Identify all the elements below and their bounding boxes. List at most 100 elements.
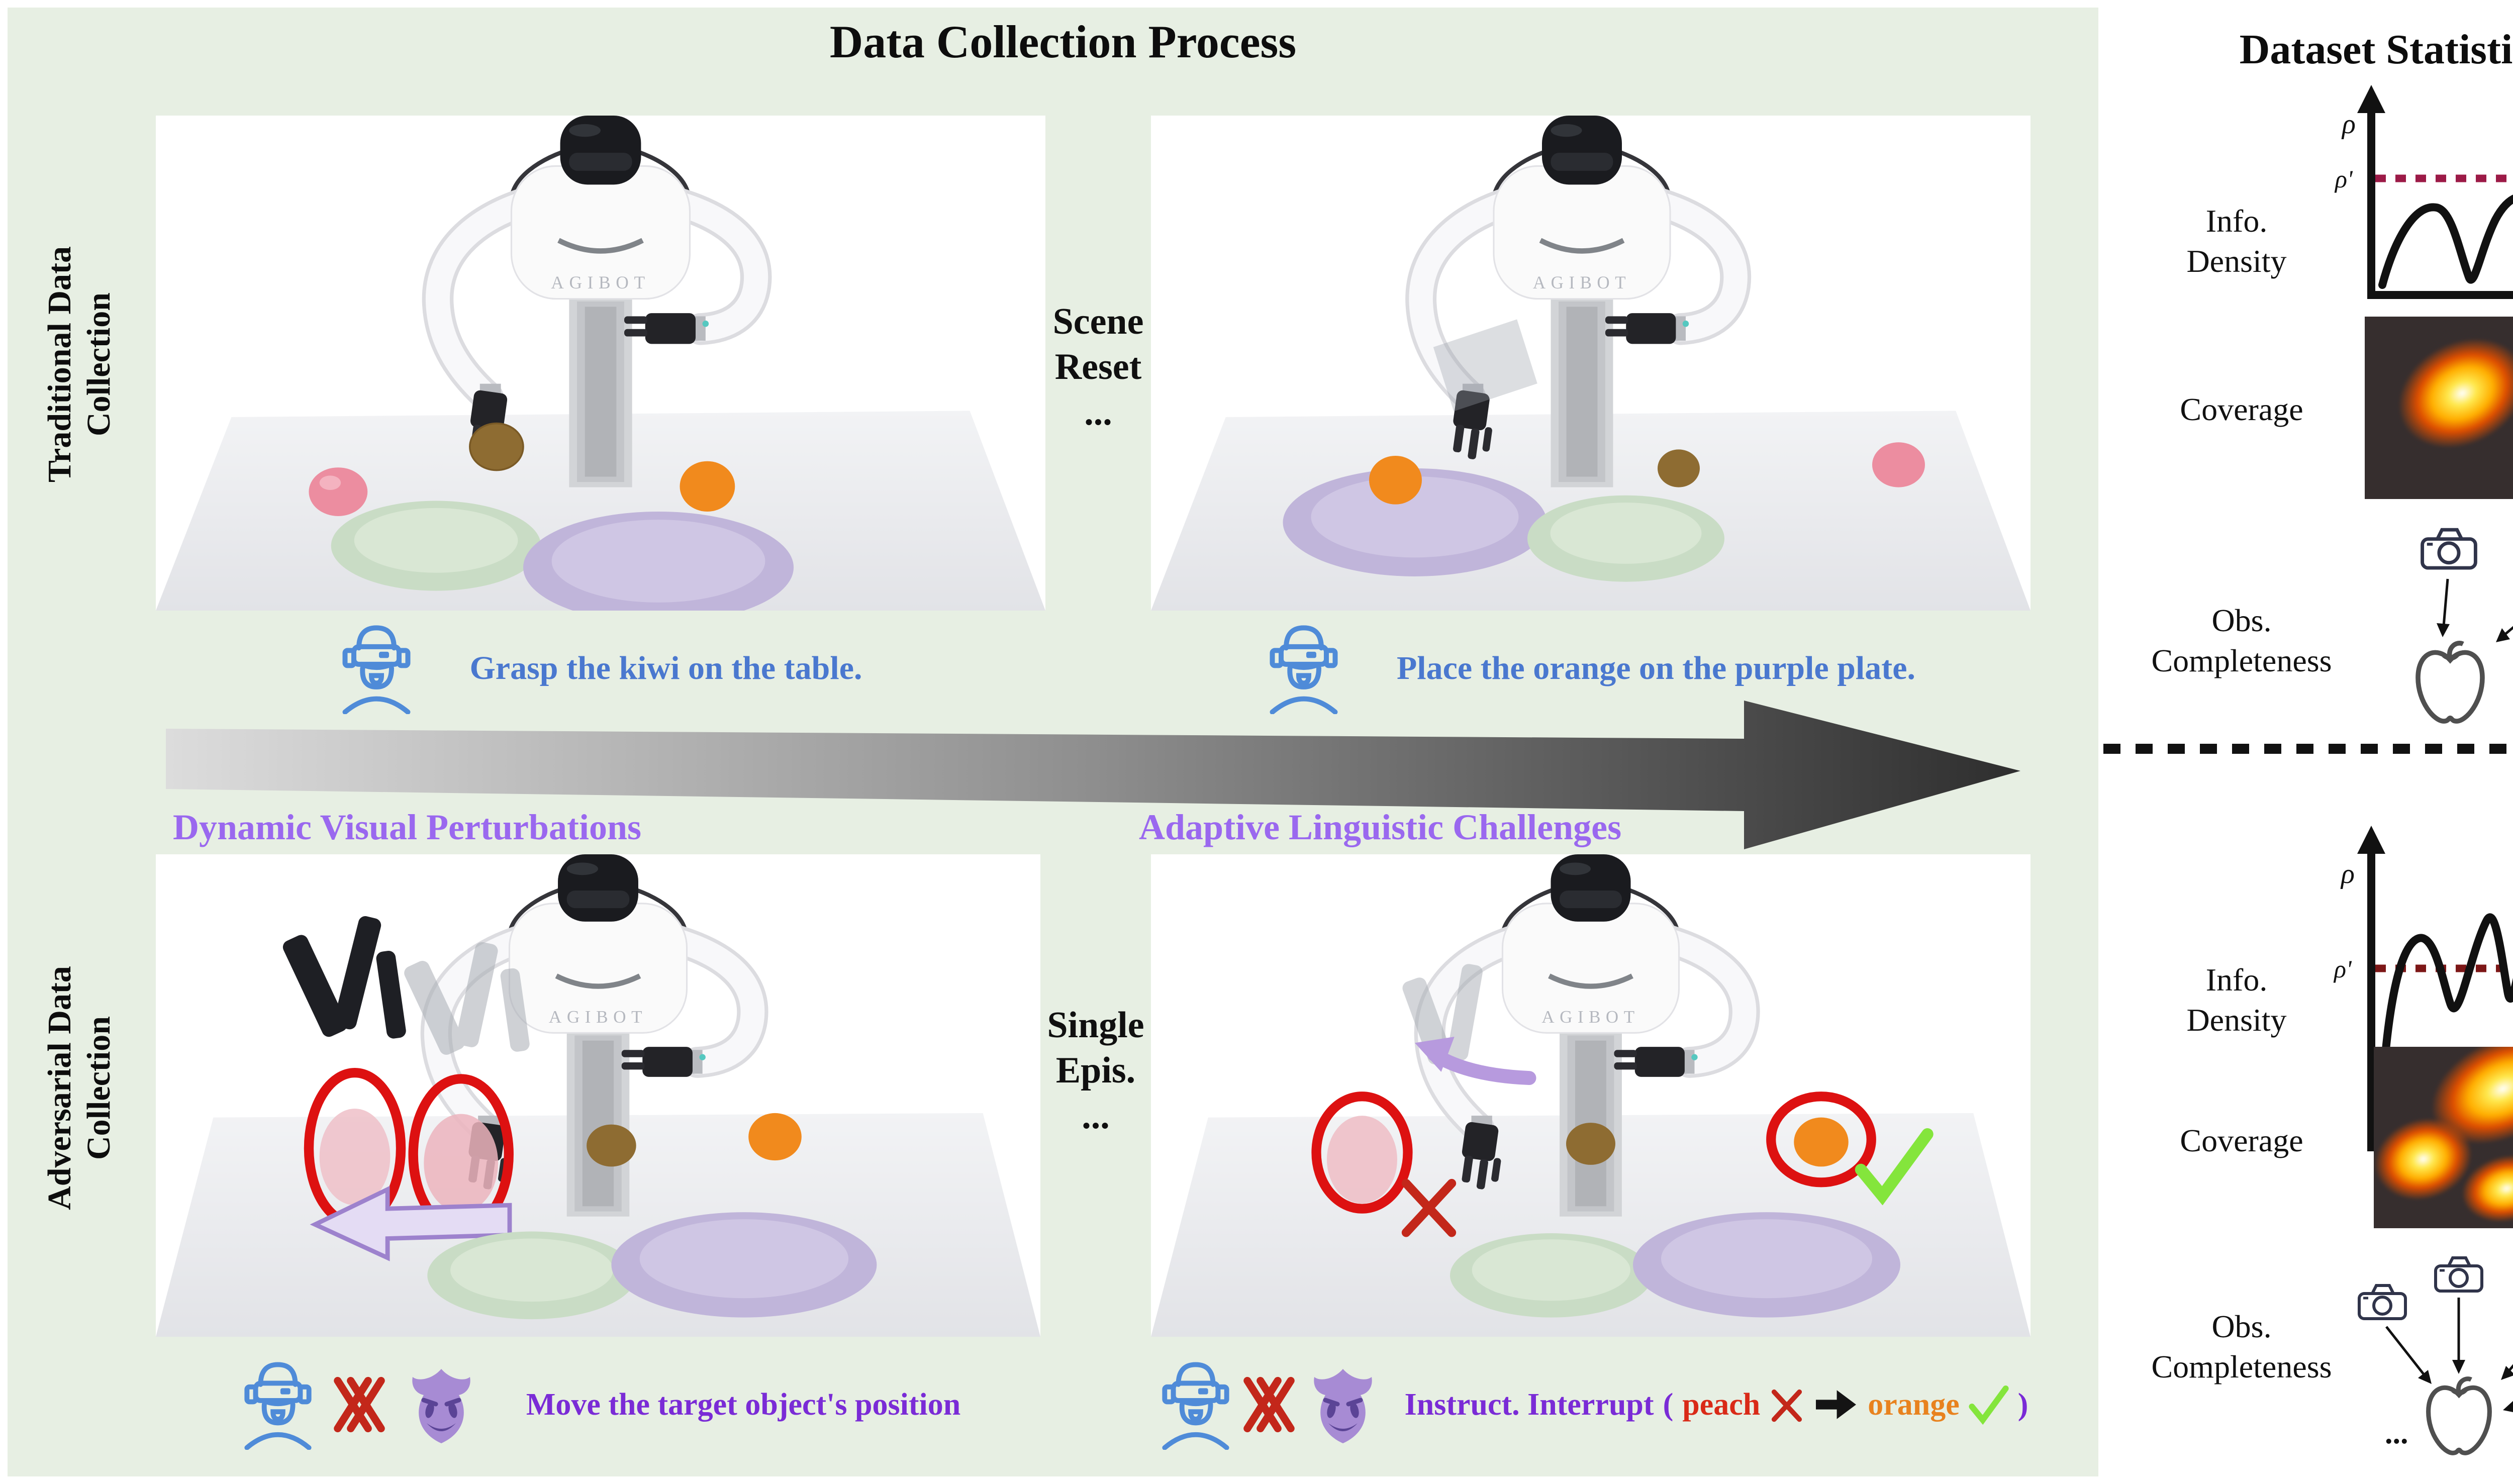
obs-line1: Obs. <box>2211 603 2272 638</box>
coverage-heatmap-adversarial <box>2374 1047 2513 1228</box>
red-circle <box>1311 1092 1413 1214</box>
kiwi <box>1566 1123 1615 1165</box>
peach <box>309 467 368 516</box>
row-label-traditional-line2: Collection <box>80 292 117 436</box>
caption-interrupt-prefix: Instruct. Interrupt <box>1404 1387 1654 1422</box>
scene-reset-line2: Reset <box>1054 346 1142 388</box>
info-line2: Density <box>2186 243 2287 279</box>
single-episode-line1: Single <box>1047 1005 1144 1046</box>
header-linguistic-challenges: Adaptive Linguistic Challenges <box>1139 807 1622 847</box>
section-separator <box>2103 744 2513 754</box>
more-cameras-ellipsis: ... <box>2385 1416 2408 1450</box>
stats-label-info-density: Info. Density <box>2151 201 2322 281</box>
info-line1: Info. <box>2205 962 2268 998</box>
scene-reset-ellipsis: ... <box>1084 391 1112 433</box>
arrow-right-icon <box>1813 1384 1859 1425</box>
robot-brand-label: AGIBOT <box>1541 1007 1639 1027</box>
row-label-adversarial-line2: Collection <box>80 1016 117 1160</box>
devil-icon <box>404 1362 479 1447</box>
row-label-traditional-line1: Traditional Data <box>41 246 78 482</box>
photo-adversarial-visual: AGIBOT <box>156 854 1040 1337</box>
coverage-text: Coverage <box>2180 1123 2303 1158</box>
move-left-arrow <box>310 1185 512 1261</box>
red-cross-icon <box>1769 1387 1804 1422</box>
caption-grasp: Grasp the kiwi on the table. <box>469 650 862 686</box>
red-circle <box>1766 1092 1876 1188</box>
caption-row-grasp: Grasp the kiwi on the table. <box>156 621 1045 716</box>
coverage-heatmap-traditional <box>2365 317 2513 499</box>
obs-line1: Obs. <box>2211 1309 2272 1344</box>
devil-icon <box>1305 1362 1381 1447</box>
stats-label-info-density: Info. Density <box>2151 960 2322 1040</box>
caption-move: Move the target object's position <box>526 1387 961 1422</box>
info-density-plot-traditional: ρ ρ' t <box>2334 85 2513 299</box>
stats-label-coverage: Coverage <box>2156 389 2327 430</box>
vr-operator-icon <box>241 1359 315 1450</box>
photo-traditional-place: AGIBOT <box>1151 116 2031 611</box>
caption-open-paren: ( <box>1663 1387 1674 1422</box>
caption-place: Place the orange on the purple plate. <box>1396 650 1916 686</box>
orange <box>680 461 735 512</box>
redirect-arrow-head <box>1415 1037 1455 1072</box>
caption-row-place: Place the orange on the purple plate. <box>1151 621 2031 716</box>
obs-completeness-traditional <box>2372 513 2513 739</box>
caption-row-interrupt: Instruct. Interrupt ( peach orange ) <box>1151 1352 2036 1457</box>
ghost-peach <box>319 1109 391 1206</box>
row-label-adversarial: Adversarial Data Collection <box>40 887 131 1289</box>
single-episode-line2: Epis. <box>1055 1050 1136 1092</box>
obs-completeness-adversarial: ... <box>2327 1246 2513 1467</box>
caption-new-object: orange <box>1868 1387 1960 1422</box>
gripper-dark <box>282 916 406 1039</box>
camera-icon <box>2359 1285 2405 1319</box>
robot-brand-label: AGIBOT <box>1533 272 1631 292</box>
no-human-icon <box>1242 1372 1296 1437</box>
vr-operator-icon <box>1158 1359 1233 1450</box>
orange <box>1369 455 1422 505</box>
robot-brand-label: AGIBOT <box>551 272 650 292</box>
row-label-adversarial-line1: Adversarial Data <box>41 966 78 1210</box>
stats-label-coverage: Coverage <box>2156 1121 2327 1161</box>
scene-reset-text: Scene Reset ... <box>1045 299 1151 435</box>
orange <box>748 1113 802 1161</box>
orange <box>1794 1117 1849 1167</box>
single-episode-ellipsis: ... <box>1082 1095 1110 1137</box>
arm-motion-ghost <box>1433 319 1537 412</box>
header-visual-perturbations: Dynamic Visual Perturbations <box>173 807 642 847</box>
single-episode-text: Single Epis. ... <box>1043 1003 1148 1139</box>
density-curve <box>2378 913 2513 1102</box>
caption-close-paren: ) <box>2017 1387 2028 1422</box>
kiwi <box>587 1124 636 1167</box>
ghost-peach <box>1327 1116 1397 1204</box>
density-curve <box>2378 194 2513 289</box>
gripper-ghost <box>404 942 530 1055</box>
obs-line2: Completeness <box>2151 1349 2332 1384</box>
kiwi <box>469 422 524 471</box>
ghost-peach <box>424 1114 499 1213</box>
y-axis-label: ρ <box>2340 858 2355 889</box>
threshold-label: ρ' <box>2333 955 2352 983</box>
robot-brand-label: AGIBOT <box>549 1007 647 1027</box>
photo-traditional-grasp: AGIBOT <box>156 116 1045 611</box>
stats-title: Dataset Statistics <box>2239 26 2513 73</box>
caption-old-object: peach <box>1682 1387 1761 1422</box>
apple-icon <box>2418 643 2482 721</box>
apple-icon <box>2429 1379 2490 1453</box>
caption-row-move: Move the target object's position <box>156 1352 1045 1457</box>
kiwi <box>1658 449 1700 487</box>
obs-line2: Completeness <box>2151 643 2332 678</box>
stats-label-obs: Obs. Completeness <box>2131 1307 2352 1387</box>
process-flow-arrow <box>166 701 2020 849</box>
peach <box>1872 442 1925 487</box>
photo-adversarial-linguistic: AGIBOT <box>1151 854 2031 1337</box>
no-human-icon <box>332 1372 386 1437</box>
y-axis-label: ρ <box>2341 109 2356 140</box>
camera-icon <box>2423 530 2476 568</box>
green-check-icon <box>1969 1384 2009 1425</box>
coverage-text: Coverage <box>2180 391 2303 427</box>
row-label-traditional: Traditional Data Collection <box>40 163 131 565</box>
scene-reset-line1: Scene <box>1052 301 1144 342</box>
info-line2: Density <box>2186 1002 2287 1038</box>
threshold-label: ρ' <box>2334 165 2353 193</box>
camera-icon <box>2436 1258 2482 1291</box>
